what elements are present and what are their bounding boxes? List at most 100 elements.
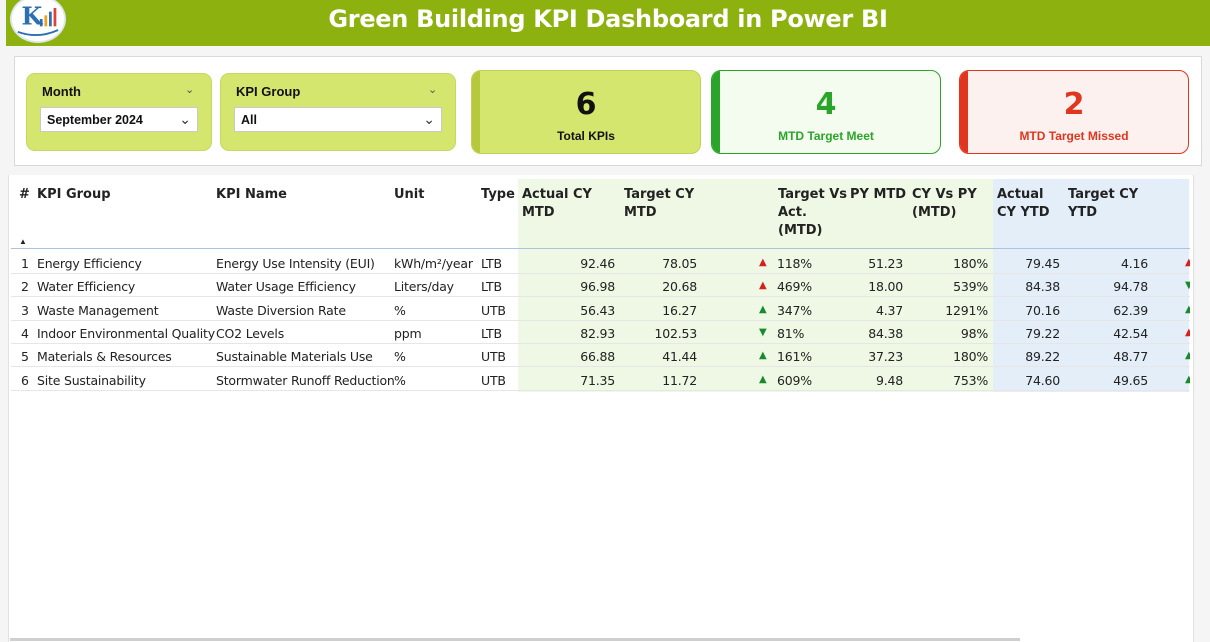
mtd-target-meet-value: 4 <box>815 87 837 122</box>
target-vs-act-mtd-cell: 347% <box>777 302 812 318</box>
actual-cy-mtd-cell: 71.35 <box>580 372 615 388</box>
cy-vs-py-mtd-cell: 98% <box>960 325 988 341</box>
table-row[interactable]: 6 Site Sustainability Stormwater Runoff Re… <box>11 368 1190 391</box>
horizontal-scrollbar[interactable] <box>10 638 1020 641</box>
py-mtd-cell: 4.37 <box>875 302 903 318</box>
month-dropdown[interactable]: September 2024 ⌄ <box>40 107 198 132</box>
kpi-group-dropdown[interactable]: All ⌄ <box>234 107 442 132</box>
kpi-name-cell: Energy Use Intensity (EUI) <box>216 256 375 271</box>
chevron-down-icon[interactable]: ⌄ <box>423 111 435 127</box>
month-slicer[interactable]: Month ⌄ September 2024 ⌄ <box>26 73 212 151</box>
actual-cy-mtd-cell: 82.93 <box>580 325 615 341</box>
kpi-name-cell: Waste Diversion Rate <box>216 302 346 318</box>
kpi-group-cell: Materials & Resources <box>37 349 172 365</box>
card-accent-bar <box>960 71 968 153</box>
unit-cell: ppm <box>394 325 422 341</box>
target-cy-mtd-cell: 16.27 <box>662 302 697 318</box>
unit-cell: kWh/m²/year <box>394 256 473 271</box>
column-header-type[interactable]: Type <box>481 187 515 202</box>
chevron-down-icon[interactable]: ⌄ <box>185 84 195 96</box>
mtd-target-meet-card: 4 MTD Target Meet <box>711 70 941 154</box>
mtd-target-missed-value: 2 <box>1063 87 1085 122</box>
target-cy-mtd-cell: 41.44 <box>662 349 697 365</box>
sort-ascending-icon[interactable]: ▲ <box>19 237 27 246</box>
kpi-name-cell: Sustainable Materials Use <box>216 349 373 365</box>
row-index: 4 <box>21 325 29 341</box>
mtd-target-meet-label: MTD Target Meet <box>778 129 874 143</box>
actual-cy-ytd-cell: 70.16 <box>1025 302 1060 318</box>
triangle-up-icon: ▲ <box>759 303 767 315</box>
kpi-group-slicer[interactable]: KPI Group ⌄ All ⌄ <box>220 73 456 151</box>
ytd-column-band <box>993 179 1189 392</box>
chevron-down-icon[interactable]: ⌄ <box>179 111 191 127</box>
actual-cy-mtd-cell: 66.88 <box>580 349 615 365</box>
triangle-up-icon: ▲ <box>1185 326 1190 338</box>
dashboard-title: Green Building KPI Dashboard in Power BI <box>328 5 888 33</box>
row-index: 3 <box>21 302 29 318</box>
table-row[interactable]: 1 Energy Efficiency Energy Use Intensity (… <box>11 251 1190 274</box>
column-header-kpi-name[interactable]: KPI Name <box>216 187 287 202</box>
kpi-group-cell: Waste Management <box>37 302 159 318</box>
target-cy-mtd-cell: 102.53 <box>654 325 697 341</box>
column-header-py-mtd[interactable]: PY MTD <box>850 187 907 202</box>
actual-cy-ytd-cell: 89.22 <box>1025 349 1060 365</box>
column-header-target-cy-ytd[interactable]: Target CY YTD <box>1068 187 1139 220</box>
kpi-group-value: All <box>241 113 257 127</box>
column-header-target-cy-mtd[interactable]: Target CY MTD <box>624 187 695 220</box>
triangle-up-icon: ▲ <box>759 257 767 268</box>
company-logo: K <box>10 0 66 43</box>
column-header-target-vs-act-mtd[interactable]: Target Vs Act. (MTD) <box>778 187 848 238</box>
month-value: September 2024 <box>47 113 143 127</box>
filter-card-panel: Month ⌄ September 2024 ⌄ KPI Group ⌄ All… <box>14 56 1202 166</box>
month-slicer-label: Month <box>42 84 81 99</box>
cy-vs-py-mtd-cell: 1291% <box>945 302 988 318</box>
kpi-group-cell: Water Efficiency <box>37 279 136 295</box>
triangle-down-icon: ▼ <box>1185 280 1190 292</box>
mtd-target-missed-card: 2 MTD Target Missed <box>959 70 1189 154</box>
chevron-down-icon[interactable]: ⌄ <box>428 84 438 96</box>
target-cy-mtd-cell: 78.05 <box>662 256 697 271</box>
py-mtd-cell: 37.23 <box>868 349 903 365</box>
column-header-actual-cy-mtd[interactable]: Actual CY MTD <box>522 187 592 220</box>
row-index: 2 <box>21 279 29 295</box>
table-row[interactable]: 2 Water Efficiency Water Usage Efficiency L… <box>11 274 1190 298</box>
triangle-up-icon: ▲ <box>759 373 767 385</box>
triangle-up-icon: ▲ <box>1185 350 1190 362</box>
actual-cy-mtd-cell: 92.46 <box>580 256 615 271</box>
triangle-up-icon: ▲ <box>1185 373 1190 385</box>
column-header-index[interactable]: # <box>19 187 30 202</box>
target-vs-act-mtd-cell: 81% <box>777 325 805 341</box>
unit-cell: Liters/day <box>394 279 454 295</box>
target-cy-mtd-cell: 11.72 <box>662 372 697 388</box>
type-cell: LTB <box>481 279 502 295</box>
target-vs-act-mtd-cell: 161% <box>777 349 812 365</box>
column-header-cy-vs-py-mtd[interactable]: CY Vs PY (MTD) <box>912 187 977 220</box>
kpi-group-cell: Energy Efficiency <box>37 256 142 271</box>
kpi-group-cell: Site Sustainability <box>37 372 146 388</box>
actual-cy-ytd-cell: 74.60 <box>1025 372 1060 388</box>
cy-vs-py-mtd-cell: 753% <box>953 372 988 388</box>
unit-cell: % <box>394 302 406 318</box>
table-row[interactable]: 4 Indoor Environmental Quality CO2 Levels p… <box>11 321 1190 344</box>
target-cy-ytd-cell: 4.16 <box>1120 256 1148 271</box>
column-header-kpi-group[interactable]: KPI Group <box>37 187 111 202</box>
target-cy-ytd-cell: 42.54 <box>1113 325 1148 341</box>
actual-cy-mtd-cell: 96.98 <box>580 279 615 295</box>
svg-text:K: K <box>22 3 44 31</box>
type-cell: LTB <box>481 256 502 271</box>
unit-cell: % <box>394 349 406 365</box>
type-cell: UTB <box>481 372 506 388</box>
target-cy-ytd-cell: 49.65 <box>1113 372 1148 388</box>
column-header-unit[interactable]: Unit <box>394 187 425 202</box>
actual-cy-mtd-cell: 56.43 <box>580 302 615 318</box>
card-accent-bar <box>712 71 720 153</box>
table-row[interactable]: 5 Materials & Resources Sustainable Materi… <box>11 344 1190 368</box>
column-header-actual-cy-ytd[interactable]: Actual CY YTD <box>997 187 1050 220</box>
triangle-up-icon: ▲ <box>1185 257 1190 268</box>
target-cy-ytd-cell: 94.78 <box>1113 279 1148 295</box>
target-cy-ytd-cell: 48.77 <box>1113 349 1148 365</box>
table-row[interactable]: 3 Waste Management Waste Diversion Rate% UT… <box>11 298 1190 321</box>
triangle-up-icon: ▲ <box>759 280 767 292</box>
kpi-name-cell: Stormwater Runoff Reduction <box>216 372 395 388</box>
target-cy-ytd-cell: 62.39 <box>1113 302 1148 318</box>
